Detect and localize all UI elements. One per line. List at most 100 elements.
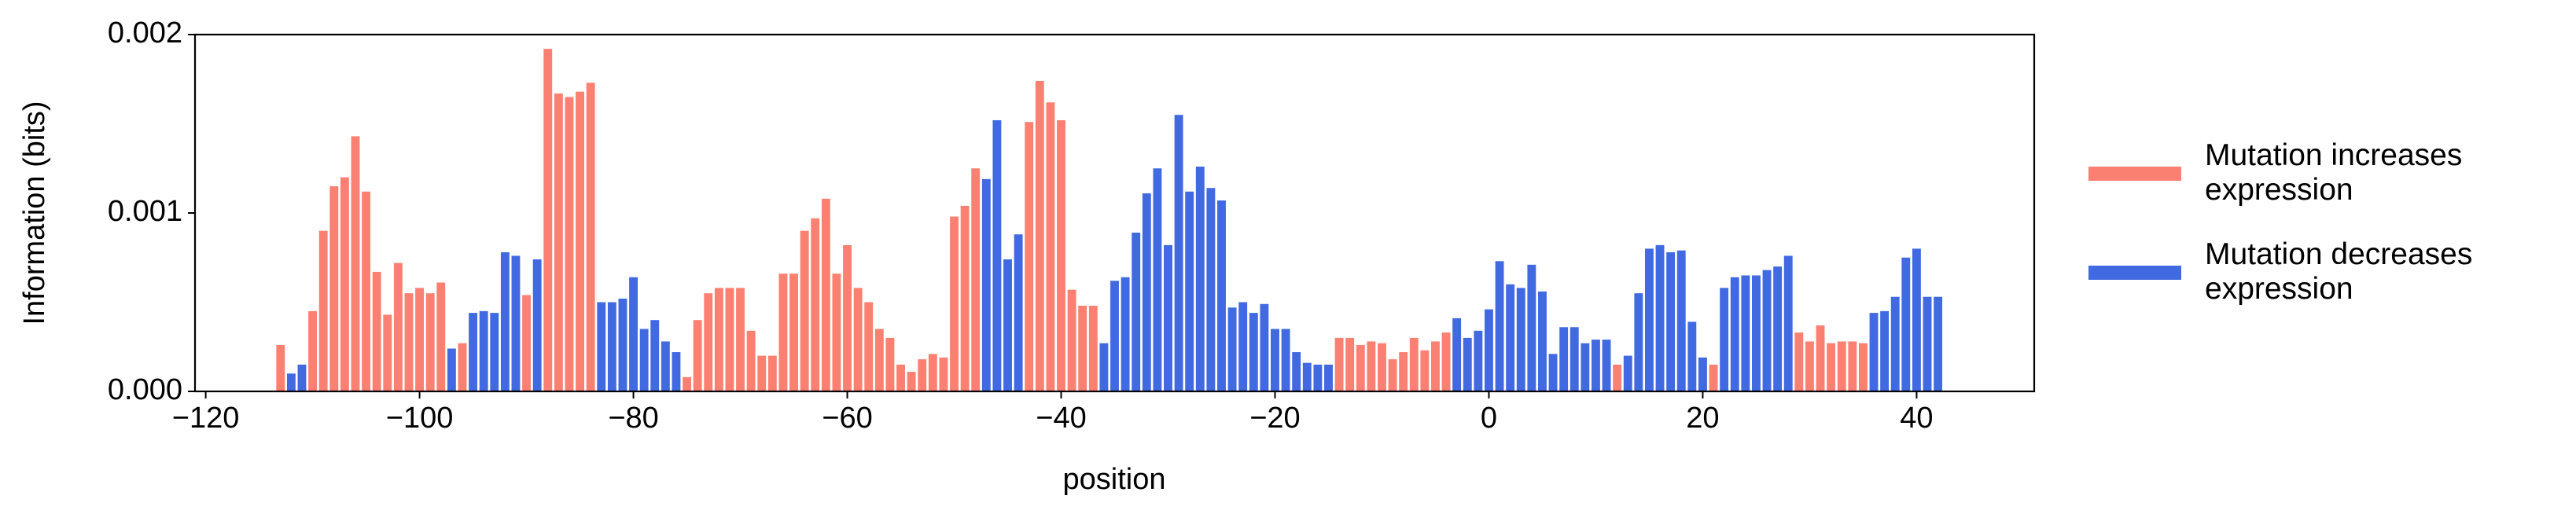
bar <box>629 277 638 391</box>
bar <box>683 376 691 391</box>
bar <box>1516 288 1525 391</box>
legend-label: Mutation increases expression <box>2205 138 2463 207</box>
bar <box>1388 359 1397 391</box>
x-tick-label: −40 <box>1036 402 1086 435</box>
bar <box>1773 266 1783 391</box>
bar <box>1709 364 1718 391</box>
x-tick-label: −100 <box>386 402 454 435</box>
bar <box>1378 343 1386 391</box>
bar <box>1858 343 1868 391</box>
bar <box>1271 329 1279 391</box>
bar <box>1174 115 1183 391</box>
bar <box>597 302 606 391</box>
bar <box>415 288 425 391</box>
bar <box>778 274 788 391</box>
bar <box>383 314 392 391</box>
bar <box>1003 259 1012 391</box>
bar <box>789 274 798 391</box>
bar <box>1901 257 1911 391</box>
y-tick-label: 0.001 <box>108 195 182 228</box>
bar <box>1890 296 1900 391</box>
bar <box>1751 275 1761 391</box>
bar <box>318 230 328 391</box>
bar <box>1227 307 1237 391</box>
bar <box>939 357 948 391</box>
bar <box>1035 81 1044 392</box>
bar <box>1110 281 1119 391</box>
bar <box>1762 270 1772 391</box>
bar <box>1485 309 1493 391</box>
bar <box>1292 352 1301 391</box>
bar <box>1869 313 1879 391</box>
bar <box>1142 193 1151 391</box>
bar <box>1260 303 1269 391</box>
bar <box>725 288 734 391</box>
bar <box>767 355 777 391</box>
bar <box>1420 350 1430 391</box>
bar <box>1281 329 1290 391</box>
bar <box>1367 341 1376 391</box>
bar <box>1356 344 1365 391</box>
bar <box>1741 275 1750 391</box>
bar <box>1666 251 1676 391</box>
bar <box>404 293 414 391</box>
bar <box>1067 289 1076 391</box>
bar <box>1313 364 1323 391</box>
bar <box>704 293 713 391</box>
bar <box>1559 327 1569 391</box>
bar <box>843 244 852 391</box>
bar <box>1078 306 1087 391</box>
bar <box>971 168 981 391</box>
bar <box>1923 296 1932 391</box>
bar <box>1687 321 1697 391</box>
bar <box>1057 119 1065 391</box>
bar <box>393 262 403 391</box>
bar <box>885 337 895 391</box>
x-tick-label: 0 <box>1481 402 1497 435</box>
bar <box>1548 354 1558 391</box>
bar <box>276 344 285 391</box>
bar <box>297 364 307 391</box>
bar <box>1602 340 1611 391</box>
bar <box>543 49 553 391</box>
bar <box>757 355 767 391</box>
bar <box>1698 357 1707 391</box>
bar <box>554 93 563 391</box>
bar <box>992 119 1002 391</box>
bar <box>329 185 339 391</box>
bar <box>1185 191 1194 391</box>
bar <box>1153 168 1162 391</box>
x-axis-label: position <box>1063 463 1166 496</box>
bar <box>1837 341 1846 391</box>
bar <box>1249 313 1258 391</box>
bar <box>736 288 745 391</box>
bar <box>928 354 937 391</box>
bar <box>672 352 681 391</box>
bar <box>1816 325 1825 391</box>
bar <box>746 330 756 391</box>
bar <box>586 83 595 391</box>
bar <box>362 191 371 391</box>
bar <box>1238 302 1248 391</box>
bar <box>800 230 809 391</box>
bar <box>1613 364 1622 391</box>
bar <box>1912 248 1921 391</box>
bar <box>950 216 959 391</box>
bar <box>1848 341 1857 391</box>
bar <box>1645 248 1654 391</box>
bar <box>425 293 435 391</box>
bar <box>1217 200 1226 391</box>
bar <box>1634 293 1643 391</box>
bar <box>1495 261 1504 391</box>
bar <box>1014 234 1023 391</box>
bar <box>907 372 916 391</box>
bar <box>1506 284 1515 391</box>
bar <box>1527 264 1536 391</box>
bar <box>874 329 884 391</box>
bar <box>1623 355 1632 391</box>
bar <box>1206 188 1216 391</box>
bar <box>1302 362 1312 391</box>
x-tick-label: −80 <box>608 402 658 435</box>
bar <box>1474 330 1483 391</box>
